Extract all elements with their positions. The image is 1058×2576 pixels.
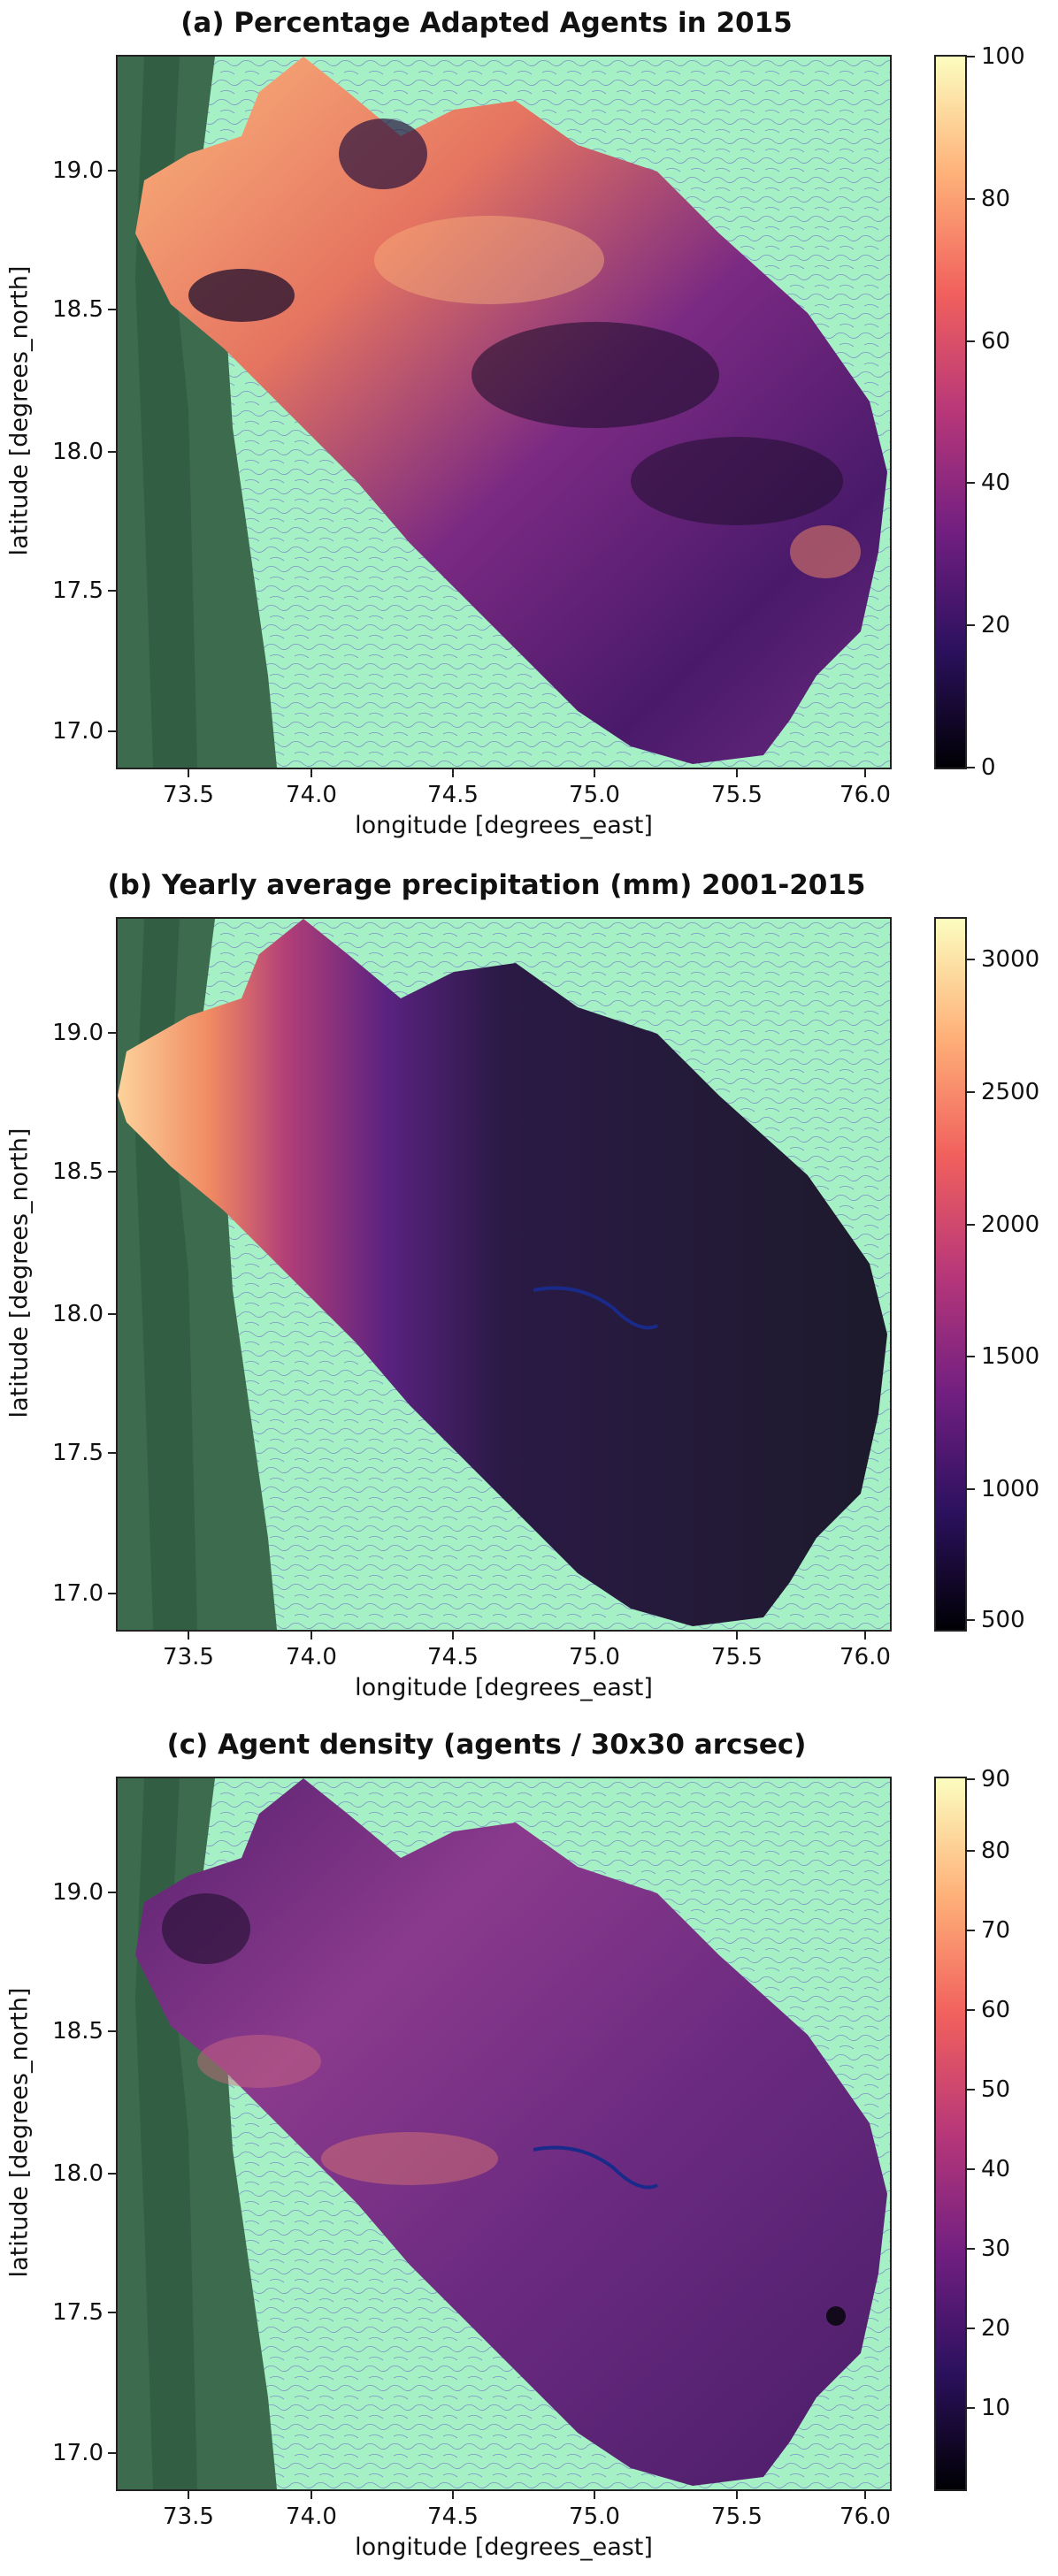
map-panel-c bbox=[116, 1777, 892, 2491]
colorbar bbox=[934, 1777, 967, 2491]
panel-title: (a) Percentage Adapted Agents in 2015 bbox=[180, 7, 793, 39]
x-axis-label: longitude [degrees_east] bbox=[355, 2534, 653, 2561]
y-axis-label: latitude [degrees_north] bbox=[5, 1127, 34, 1418]
panel-title: (c) Agent density (agents / 30x30 arcsec… bbox=[166, 1729, 807, 1761]
colorbar bbox=[934, 55, 967, 769]
map-image bbox=[118, 1778, 890, 2489]
panel-title: (b) Yearly average precipitation (mm) 20… bbox=[107, 869, 866, 901]
panel-b: (b) Yearly average precipitation (mm) 20… bbox=[0, 862, 1058, 1726]
x-axis-label: longitude [degrees_east] bbox=[355, 1674, 653, 1701]
x-axis-label: longitude [degrees_east] bbox=[355, 812, 653, 839]
y-axis-label: latitude [degrees_north] bbox=[5, 1987, 34, 2278]
colorbar bbox=[934, 917, 967, 1632]
map-panel-a bbox=[116, 55, 892, 769]
map-image bbox=[118, 57, 890, 768]
panel-a: (a) Percentage Adapted Agents in 2015 bbox=[0, 0, 1058, 864]
y-axis-label: latitude [degrees_north] bbox=[5, 265, 34, 556]
panel-c: (c) Agent density (agents / 30x30 arcsec… bbox=[0, 1722, 1058, 2576]
map-image bbox=[118, 919, 890, 1630]
map-panel-b bbox=[116, 917, 892, 1632]
